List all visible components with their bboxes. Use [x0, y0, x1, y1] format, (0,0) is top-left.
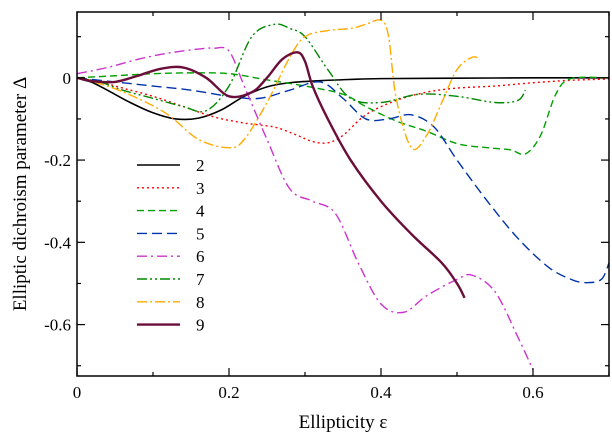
- legend-label-8: 8: [196, 293, 205, 312]
- legend-label-3: 3: [196, 179, 205, 198]
- x-tick-label: 0.4: [370, 383, 392, 402]
- y-axis-title: Elliptic dichroism parameter Δ: [10, 77, 31, 311]
- series-line-6: [77, 46, 534, 371]
- series-line-8: [77, 19, 481, 151]
- legend-label-9: 9: [196, 316, 205, 335]
- x-tick-label: 0: [73, 383, 82, 402]
- legend-label-5: 5: [196, 224, 205, 243]
- series-line-7: [77, 23, 527, 113]
- x-tick-label: 0.6: [522, 383, 543, 402]
- legend-label-4: 4: [196, 202, 205, 221]
- legend-label-6: 6: [196, 247, 205, 266]
- series-line-4: [77, 72, 609, 156]
- y-tick-label: 0: [63, 69, 72, 88]
- x-axis-title: Ellipticity ε: [299, 412, 388, 433]
- legend-label-7: 7: [196, 270, 205, 289]
- y-tick-label: -0.4: [44, 233, 71, 252]
- series-layer: [77, 19, 609, 371]
- y-tick-label: -0.2: [44, 151, 71, 170]
- legend: 2 3 4 5 6 7 8 9: [137, 156, 205, 335]
- y-tick-label: -0.6: [44, 316, 71, 335]
- series-line-3: [77, 77, 609, 144]
- plot-frame: [76, 11, 610, 377]
- legend-label-2: 2: [196, 156, 205, 175]
- series-line-9: [77, 51, 466, 299]
- ticks-layer: 0 0.2 0.4 0.6 0 -0.2 -0.4 -0.6: [44, 12, 610, 402]
- x-tick-label: 0.2: [218, 383, 239, 402]
- series-line-5: [77, 77, 609, 284]
- series-line-2: [77, 76, 609, 121]
